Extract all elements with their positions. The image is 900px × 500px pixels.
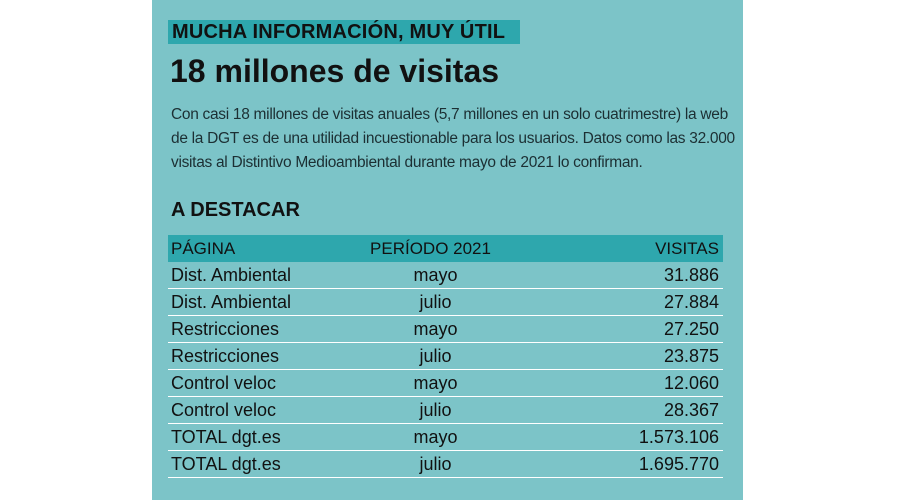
- cell-page: Restricciones: [171, 318, 280, 339]
- intro-paragraph: Con casi 18 millones de visitas anuales …: [171, 106, 735, 171]
- cell-visits: 27.250: [663, 318, 719, 339]
- cell-period: mayo: [413, 372, 458, 393]
- kicker-label: MUCHA INFORMACIÓN, MUY ÚTIL: [168, 20, 520, 44]
- header-period: PERÍODO 2021: [370, 238, 491, 258]
- cell-period: mayo: [413, 318, 458, 339]
- table-row: Restricciones julio 23.875: [168, 343, 723, 370]
- cell-visits: 28.367: [663, 399, 719, 420]
- cell-period: julio: [419, 453, 452, 474]
- cell-period: mayo: [413, 264, 458, 285]
- visits-table: PÁGINA PERÍODO 2021 VISITAS Dist. Ambien…: [168, 235, 723, 478]
- cell-visits: 31.886: [663, 264, 719, 285]
- table-row: Dist. Ambiental julio 27.884: [168, 289, 723, 316]
- cell-page: TOTAL dgt.es: [171, 453, 281, 474]
- cell-page: TOTAL dgt.es: [171, 426, 281, 447]
- table-row: Restricciones mayo 27.250: [168, 316, 723, 343]
- cell-page: Restricciones: [171, 345, 280, 366]
- header-page: PÁGINA: [171, 238, 236, 258]
- table-row: Control veloc mayo 12.060: [168, 370, 723, 397]
- cell-page: Dist. Ambiental: [171, 291, 292, 312]
- cell-visits: 27.884: [663, 291, 719, 312]
- infographic-panel: MUCHA INFORMACIÓN, MUY ÚTIL 18 millones …: [152, 0, 743, 500]
- cell-visits: 12.060: [663, 372, 719, 393]
- cell-page: Dist. Ambiental: [171, 264, 292, 285]
- cell-visits: 23.875: [663, 345, 719, 366]
- section-title: A DESTACAR: [171, 199, 300, 221]
- header-visits: VISITAS: [655, 238, 719, 258]
- cell-visits: 1.695.770: [638, 453, 719, 474]
- cell-visits: 1.573.106: [638, 426, 719, 447]
- table-row: TOTAL dgt.es mayo 1.573.106: [168, 424, 723, 451]
- cell-period: julio: [419, 399, 452, 420]
- cell-page: Control veloc: [171, 372, 277, 393]
- cell-period: mayo: [413, 426, 458, 447]
- cell-period: julio: [419, 291, 452, 312]
- table-row: TOTAL dgt.es julio 1.695.770: [168, 451, 723, 478]
- table-row: Dist. Ambiental mayo 31.886: [168, 262, 723, 289]
- cell-period: julio: [419, 345, 452, 366]
- cell-page: Control veloc: [171, 399, 277, 420]
- table-header: PÁGINA PERÍODO 2021 VISITAS: [168, 235, 723, 262]
- table-row: Control veloc julio 28.367: [168, 397, 723, 424]
- headline: 18 millones de visitas: [170, 53, 500, 89]
